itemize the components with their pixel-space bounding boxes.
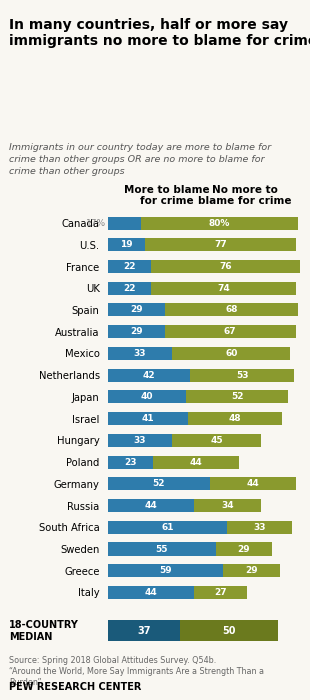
Text: 76: 76: [219, 262, 232, 271]
Bar: [108, 216, 141, 230]
Bar: [108, 477, 210, 490]
Text: 33: 33: [254, 523, 266, 532]
Text: 44: 44: [144, 501, 157, 510]
Bar: [108, 260, 151, 273]
Text: 40: 40: [141, 393, 153, 401]
Bar: [194, 499, 261, 512]
Bar: [108, 369, 190, 382]
Bar: [227, 521, 292, 534]
Bar: [108, 303, 165, 316]
Bar: [108, 434, 172, 447]
Bar: [180, 620, 278, 641]
Text: 29: 29: [238, 545, 250, 554]
Text: 55: 55: [155, 545, 168, 554]
Text: No more to
blame for crime: No more to blame for crime: [198, 185, 292, 206]
Text: 68: 68: [225, 305, 237, 314]
Bar: [188, 412, 282, 425]
Bar: [172, 434, 261, 447]
Bar: [151, 281, 296, 295]
Bar: [215, 542, 272, 556]
Bar: [108, 564, 224, 578]
Bar: [190, 369, 294, 382]
Text: 44: 44: [246, 480, 259, 489]
Text: 34: 34: [221, 501, 234, 510]
Bar: [108, 456, 153, 468]
Bar: [165, 303, 298, 316]
Text: 48: 48: [229, 414, 241, 423]
Text: 23: 23: [124, 458, 137, 467]
Text: 19: 19: [120, 240, 133, 249]
Bar: [145, 238, 296, 251]
Bar: [151, 260, 300, 273]
Text: Immigrants in our country today are more to blame for
crime than other groups OR: Immigrants in our country today are more…: [9, 144, 272, 176]
Text: 52: 52: [231, 393, 243, 401]
Text: 45: 45: [210, 436, 223, 445]
Bar: [108, 586, 194, 599]
Bar: [108, 521, 227, 534]
Text: 29: 29: [130, 327, 143, 336]
Text: 33: 33: [134, 349, 146, 358]
Text: 67: 67: [224, 327, 237, 336]
Text: 18-COUNTRY
MEDIAN: 18-COUNTRY MEDIAN: [9, 620, 79, 642]
Bar: [108, 238, 145, 251]
Text: 37: 37: [137, 626, 151, 636]
Text: 29: 29: [246, 566, 258, 575]
Bar: [165, 326, 296, 338]
Text: Source: Spring 2018 Global Attitudes Survey. Q54b.
“Around the World, More Say I: Source: Spring 2018 Global Attitudes Sur…: [9, 656, 264, 687]
Bar: [108, 620, 180, 641]
Text: More to blame
for crime: More to blame for crime: [124, 185, 209, 206]
Bar: [108, 326, 165, 338]
Bar: [153, 456, 239, 468]
Text: 44: 44: [190, 458, 202, 467]
Text: 60: 60: [225, 349, 237, 358]
Bar: [210, 477, 296, 490]
Bar: [108, 542, 215, 556]
Text: 33: 33: [134, 436, 146, 445]
Text: 77: 77: [214, 240, 227, 249]
Bar: [108, 281, 151, 295]
Bar: [108, 391, 186, 403]
Text: 17%: 17%: [86, 218, 106, 228]
Text: In many countries, half or more say
immigrants no more to blame for crime: In many countries, half or more say immi…: [9, 18, 310, 48]
Bar: [108, 499, 194, 512]
Text: 27: 27: [214, 588, 227, 597]
Text: 74: 74: [217, 284, 230, 293]
Text: 61: 61: [161, 523, 174, 532]
Bar: [194, 586, 247, 599]
Text: 50: 50: [223, 626, 236, 636]
Bar: [224, 564, 280, 578]
Bar: [172, 347, 290, 360]
Text: 22: 22: [123, 284, 135, 293]
Text: PEW RESEARCH CENTER: PEW RESEARCH CENTER: [9, 682, 142, 692]
Bar: [141, 216, 298, 230]
Text: 80%: 80%: [209, 218, 230, 228]
Text: 53: 53: [236, 371, 248, 379]
Text: 29: 29: [130, 305, 143, 314]
Bar: [108, 347, 172, 360]
Text: 52: 52: [153, 480, 165, 489]
Text: 41: 41: [142, 414, 154, 423]
Text: 59: 59: [159, 566, 172, 575]
Bar: [186, 391, 288, 403]
Text: 44: 44: [144, 588, 157, 597]
Text: 42: 42: [143, 371, 155, 379]
Bar: [108, 412, 188, 425]
Text: 22: 22: [123, 262, 135, 271]
